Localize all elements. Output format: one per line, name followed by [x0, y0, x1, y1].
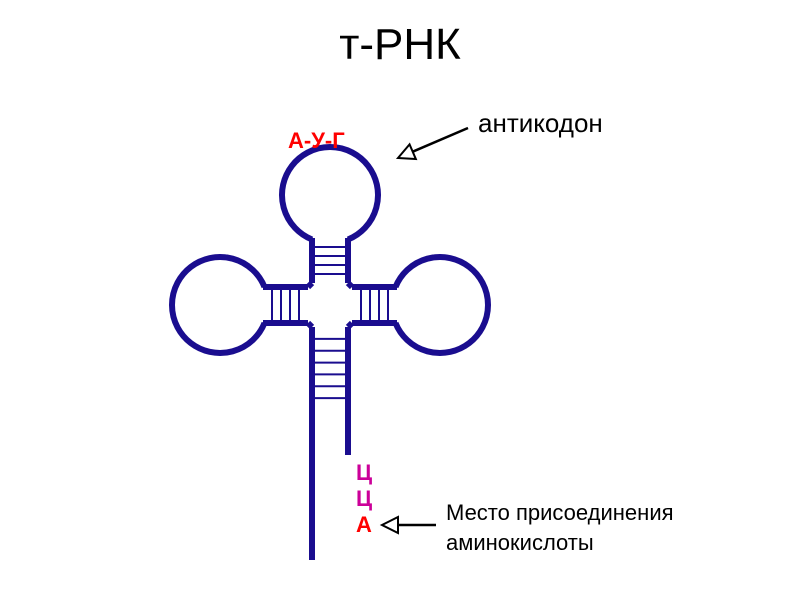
trna-diagram: [0, 0, 800, 600]
cca-c2: Ц: [356, 486, 372, 512]
cca-a: А: [356, 512, 372, 538]
attachment-label-line2: аминокислоты: [446, 530, 594, 556]
anticodon-label: антикодон: [478, 108, 603, 139]
attachment-label-line1: Место присоединения: [446, 500, 674, 526]
cca-c1: Ц: [356, 460, 372, 486]
anticodon-sequence: А-У-Г: [288, 128, 345, 154]
